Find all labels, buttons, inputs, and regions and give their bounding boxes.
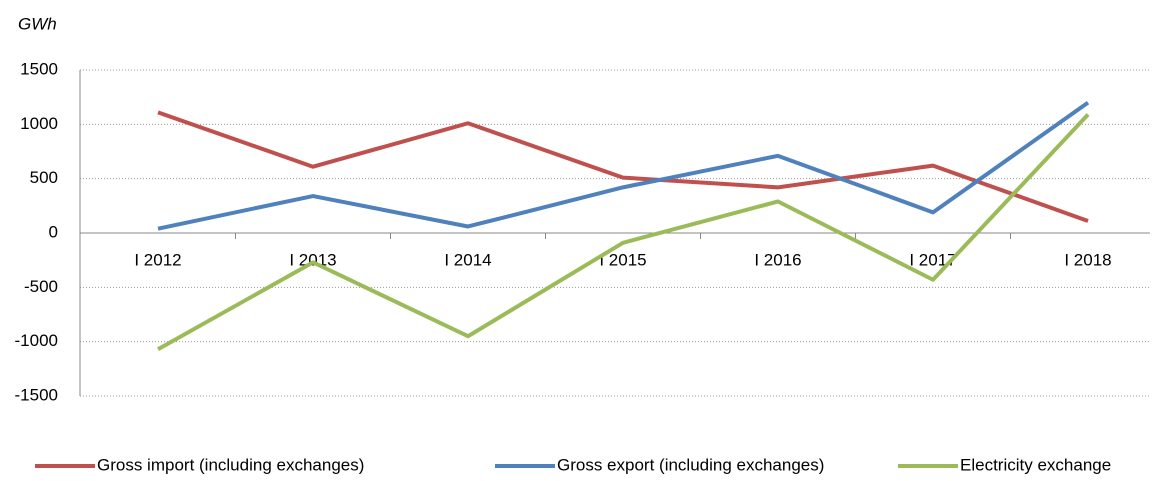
x-tick-label: I 2012 bbox=[134, 250, 181, 269]
series-line bbox=[157, 100, 1090, 231]
y-tick-label: 1000 bbox=[20, 114, 58, 133]
y-tick-label: -1000 bbox=[15, 331, 58, 350]
y-tick-label: 0 bbox=[49, 222, 58, 241]
legend-label: Gross export (including exchanges) bbox=[557, 455, 824, 474]
x-tick-label: I 2014 bbox=[444, 250, 491, 269]
x-tick-label: I 2013 bbox=[289, 250, 336, 269]
y-tick-label: -500 bbox=[24, 277, 58, 296]
y-tick-label: -1500 bbox=[15, 385, 58, 404]
legend-label: Electricity exchange bbox=[960, 455, 1111, 474]
x-tick-label: I 2018 bbox=[1064, 250, 1111, 269]
legend-label: Gross import (including exchanges) bbox=[97, 455, 364, 474]
y-tick-label: 500 bbox=[30, 168, 58, 187]
y-axis-label: GWh bbox=[18, 14, 57, 33]
y-tick-label: 1500 bbox=[20, 59, 58, 78]
series-line bbox=[157, 110, 1089, 223]
x-tick-label: I 2015 bbox=[599, 250, 646, 269]
x-tick-label: I 2016 bbox=[754, 250, 801, 269]
series-line bbox=[157, 113, 1090, 352]
